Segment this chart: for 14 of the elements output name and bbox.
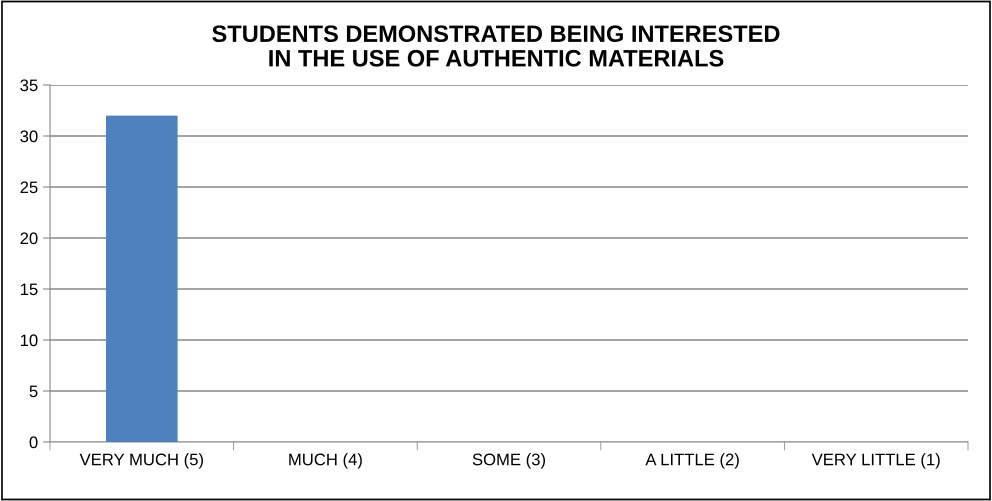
x-tick-label: MUCH (4) — [289, 453, 362, 469]
y-tick-label: 25 — [20, 181, 38, 194]
x-tick-label: A LITTLE (2) — [645, 453, 739, 469]
x-tick-label: VERY MUCH (5) — [80, 453, 203, 469]
y-tick-label: 20 — [20, 232, 38, 244]
y-tick-label: 35 — [20, 79, 38, 92]
y-tick-label: 10 — [20, 334, 38, 346]
y-tick-label: 5 — [30, 386, 38, 398]
chart-title: STUDENTS DEMONSTRATED BEING INTERESTED IN THE USE OF AUTHENTIC MATERIALS — [212, 25, 780, 67]
y-tick-label: 15 — [20, 284, 38, 296]
x-tick-label: SOME (3) — [472, 453, 546, 469]
y-tick-label: 30 — [20, 130, 38, 142]
y-tick-label: 0 — [30, 436, 38, 448]
x-tick-label: VERY LITTLE (1) — [812, 453, 940, 469]
